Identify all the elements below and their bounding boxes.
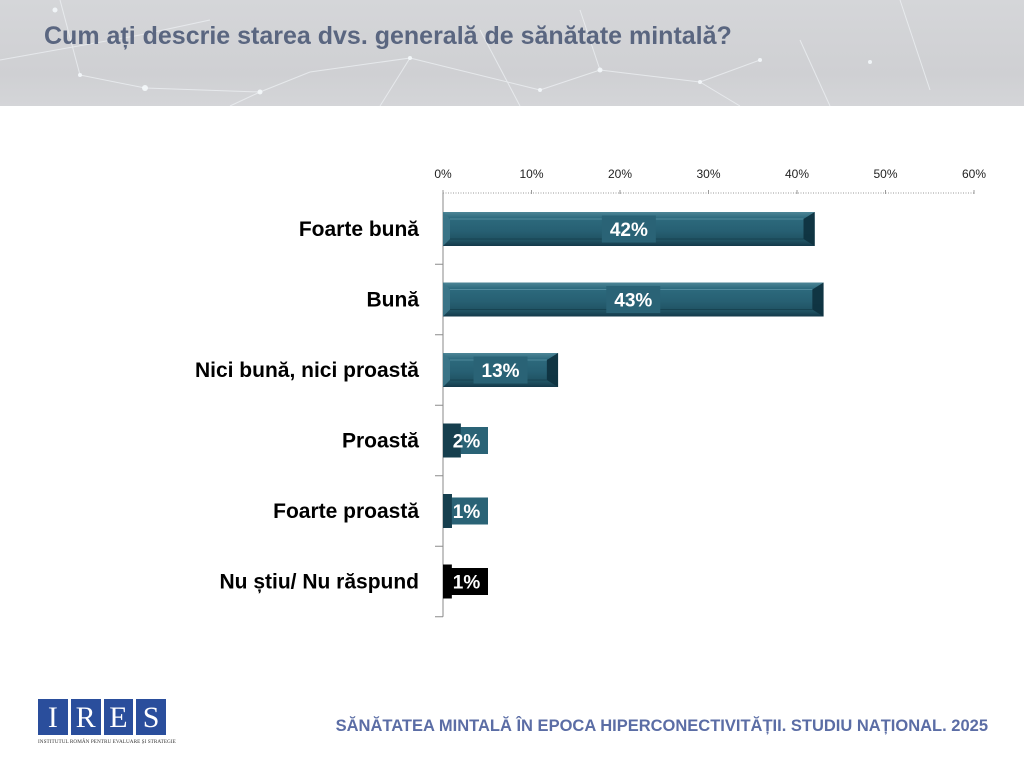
category-label: Proastă <box>342 430 419 453</box>
x-tick-label: 0% <box>434 167 452 181</box>
category-label: Nici bună, nici proastă <box>195 359 419 382</box>
logo-subtitle: INSTITUTUL ROMÂN PENTRU EVALUARE ȘI STRA… <box>38 739 176 745</box>
x-tick-label: 10% <box>519 167 543 181</box>
x-tick-label: 20% <box>608 167 632 181</box>
bar-stub <box>443 423 461 458</box>
logo-letter-box: I <box>38 699 68 735</box>
category-label: Bună <box>367 289 420 312</box>
header-banner: Cum ați descrie starea dvs. generală de … <box>0 0 1024 106</box>
data-label-background <box>445 497 488 525</box>
x-tick-label: 50% <box>873 167 897 181</box>
logo-letter-box: E <box>103 699 134 735</box>
data-label: 2% <box>453 432 481 453</box>
data-label-background <box>445 568 488 595</box>
data-label-background <box>473 356 528 384</box>
category-label: Nu știu/ Nu răspund <box>220 571 420 594</box>
network-background-decoration <box>0 0 931 106</box>
data-label: 1% <box>453 502 481 523</box>
logo-letter-box: R <box>70 699 101 735</box>
study-title: SĂNĂTATEA MINTALĂ ÎN EPOCA HIPERCONECTIV… <box>335 717 988 735</box>
x-tick-label: 40% <box>785 167 809 181</box>
x-tick-label: 60% <box>962 167 986 181</box>
data-label: 1% <box>453 573 481 594</box>
data-label: 13% <box>482 361 520 382</box>
logo-letter-box: S <box>136 699 166 735</box>
x-tick-label: 30% <box>696 167 720 181</box>
category-label: Foarte proastă <box>273 500 419 523</box>
data-label: 43% <box>614 291 652 312</box>
data-label-background <box>601 215 656 243</box>
bar-stub <box>443 494 452 528</box>
page-title: Cum ați descrie starea dvs. generală de … <box>44 22 732 50</box>
data-label-background <box>606 286 661 313</box>
data-label: 42% <box>610 220 648 241</box>
category-label: Foarte bună <box>299 218 419 241</box>
